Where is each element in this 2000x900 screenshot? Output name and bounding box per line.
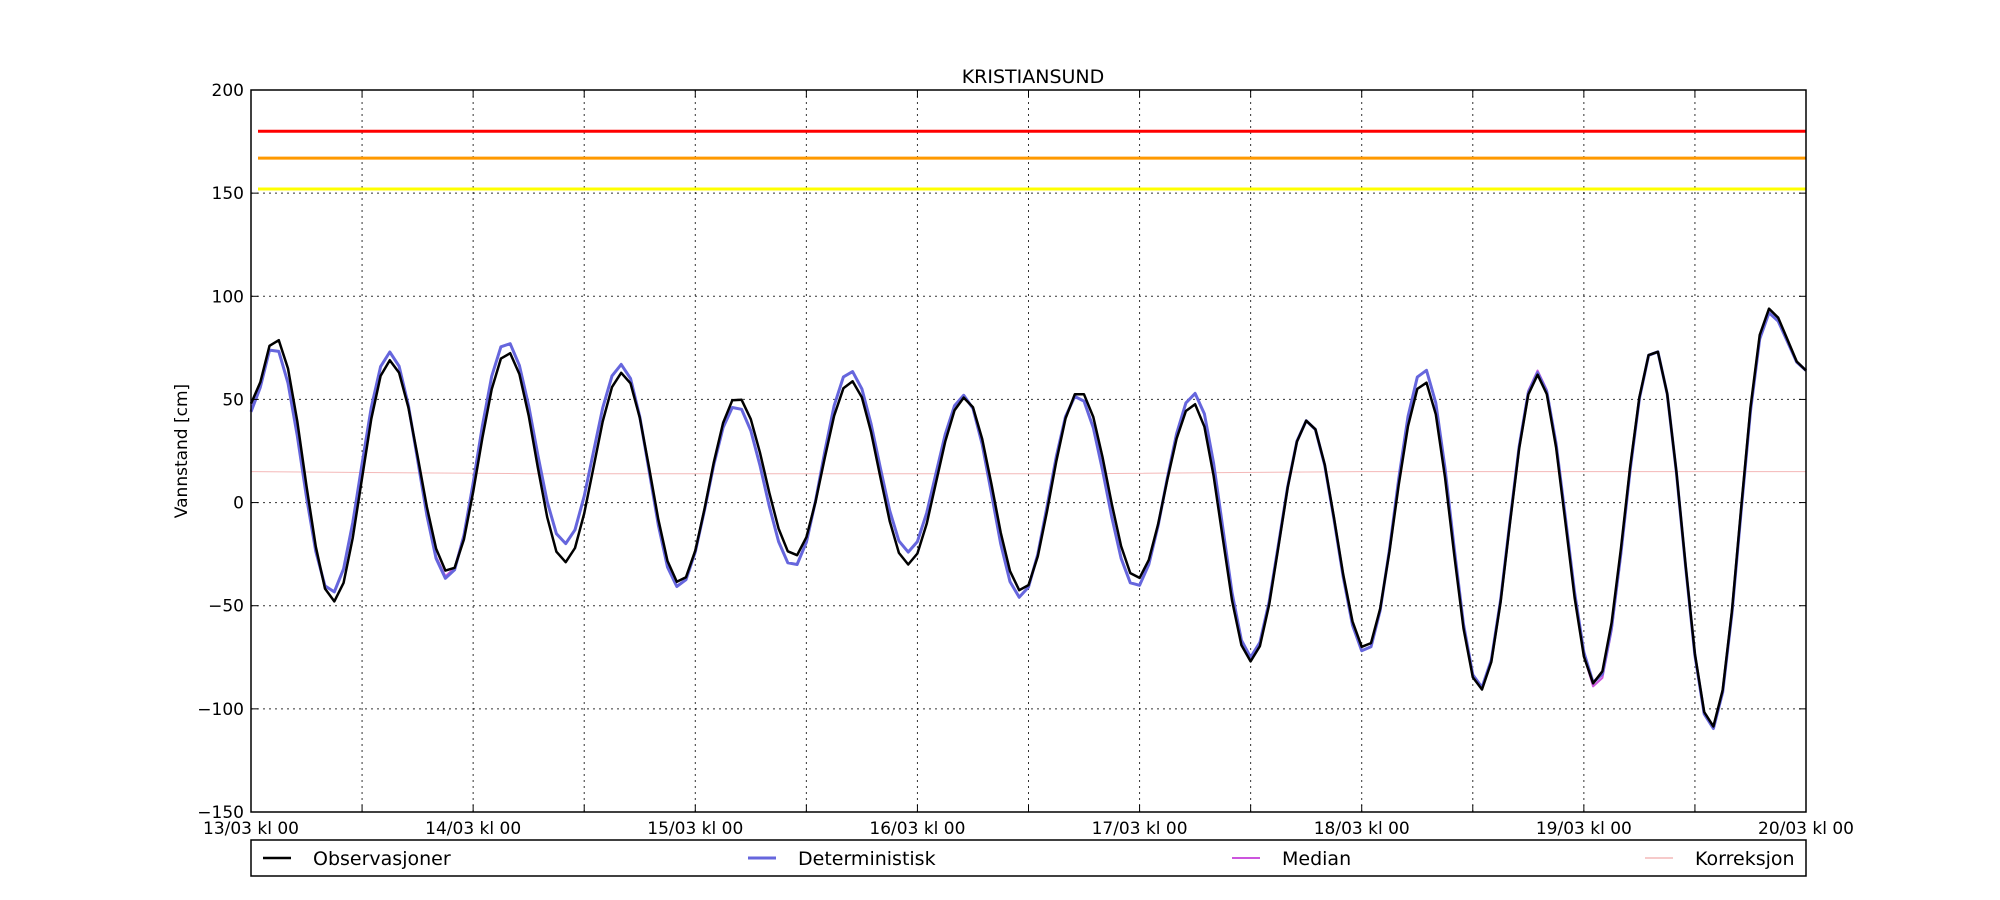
- y-tick-label: 150: [212, 184, 244, 204]
- series-line-observasjoner: [249, 307, 1807, 728]
- y-tick-label: 100: [212, 287, 244, 307]
- x-tick-label: 13/03 kl 00: [203, 819, 299, 839]
- grid: [251, 90, 1806, 812]
- x-tick-label: 16/03 kl 00: [869, 819, 965, 839]
- series-line-korreksjon: [250, 471, 1806, 475]
- x-tick-label: 14/03 kl 00: [425, 819, 521, 839]
- x-ticks: 13/03 kl 00 14/03 kl 00 15/03 kl 00 16/03 k…: [203, 90, 1854, 839]
- series-lines: [249, 307, 1808, 730]
- y-axis-label: Vannstand [cm]: [172, 384, 192, 518]
- legend-label: Observasjoner: [313, 848, 451, 870]
- x-tick-label: 20/03 kl 00: [1758, 819, 1854, 839]
- threshold-lines: [258, 129, 1806, 191]
- y-ticks: −150 −100 −50 0 50 100 150 200: [197, 81, 1806, 823]
- x-tick-label: 19/03 kl 00: [1536, 819, 1632, 839]
- x-tick-label: 15/03 kl 00: [647, 819, 743, 839]
- legend-frame: [250, 839, 1807, 877]
- y-tick-label: −50: [208, 597, 244, 617]
- y-tick-label: 50: [222, 390, 244, 410]
- y-tick-label: −150: [197, 803, 244, 823]
- legend-label: Median: [1282, 848, 1351, 870]
- y-tick-label: 200: [212, 81, 244, 101]
- y-tick-label: 0: [233, 494, 244, 514]
- y-tick-label: −100: [197, 700, 244, 720]
- x-tick-label: 17/03 kl 00: [1092, 819, 1188, 839]
- legend: Observasjoner Deterministisk Median Korreks…: [250, 839, 1807, 877]
- legend-label: Deterministisk: [798, 848, 936, 870]
- legend-label: Korreksjon: [1695, 848, 1795, 870]
- x-tick-label: 18/03 kl 00: [1314, 819, 1410, 839]
- chart-title: KRISTIANSUND: [962, 66, 1105, 88]
